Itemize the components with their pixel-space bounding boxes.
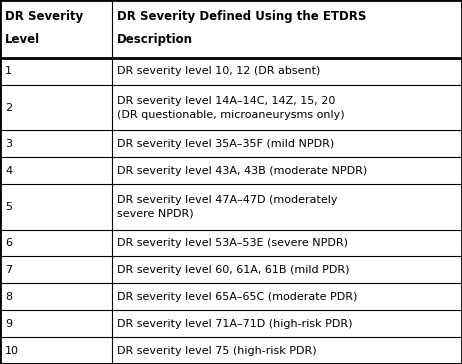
Text: 10: 10 [5,345,19,356]
Text: 3: 3 [5,139,12,149]
Text: 2: 2 [5,103,12,112]
Text: 7: 7 [5,265,12,275]
Text: DR severity level 14A–14C, 14Z, 15, 20: DR severity level 14A–14C, 14Z, 15, 20 [117,96,335,106]
Text: DR severity level 35A–35F (mild NPDR): DR severity level 35A–35F (mild NPDR) [117,139,334,149]
Text: DR severity level 60, 61A, 61B (mild PDR): DR severity level 60, 61A, 61B (mild PDR… [117,265,349,275]
Text: DR severity level 75 (high-risk PDR): DR severity level 75 (high-risk PDR) [117,345,316,356]
Text: severe NPDR): severe NPDR) [117,209,194,219]
Text: DR Severity Defined Using the ETDRS: DR Severity Defined Using the ETDRS [117,10,366,23]
Text: Level: Level [5,33,40,46]
Text: DR severity level 71A–71D (high-risk PDR): DR severity level 71A–71D (high-risk PDR… [117,318,353,329]
Text: 4: 4 [5,166,12,175]
Text: DR severity level 47A–47D (moderately: DR severity level 47A–47D (moderately [117,195,337,205]
Text: DR severity level 10, 12 (DR absent): DR severity level 10, 12 (DR absent) [117,66,320,76]
Text: DR severity level 53A–53E (severe NPDR): DR severity level 53A–53E (severe NPDR) [117,238,348,248]
Text: (DR questionable, microaneurysms only): (DR questionable, microaneurysms only) [117,110,345,119]
Text: DR Severity: DR Severity [5,10,83,23]
Text: 6: 6 [5,238,12,248]
Text: DR severity level 65A–65C (moderate PDR): DR severity level 65A–65C (moderate PDR) [117,292,357,302]
Text: 8: 8 [5,292,12,302]
Text: DR severity level 43A, 43B (moderate NPDR): DR severity level 43A, 43B (moderate NPD… [117,166,367,175]
Text: 5: 5 [5,202,12,212]
Text: 9: 9 [5,318,12,329]
Text: Description: Description [117,33,193,46]
Text: 1: 1 [5,66,12,76]
